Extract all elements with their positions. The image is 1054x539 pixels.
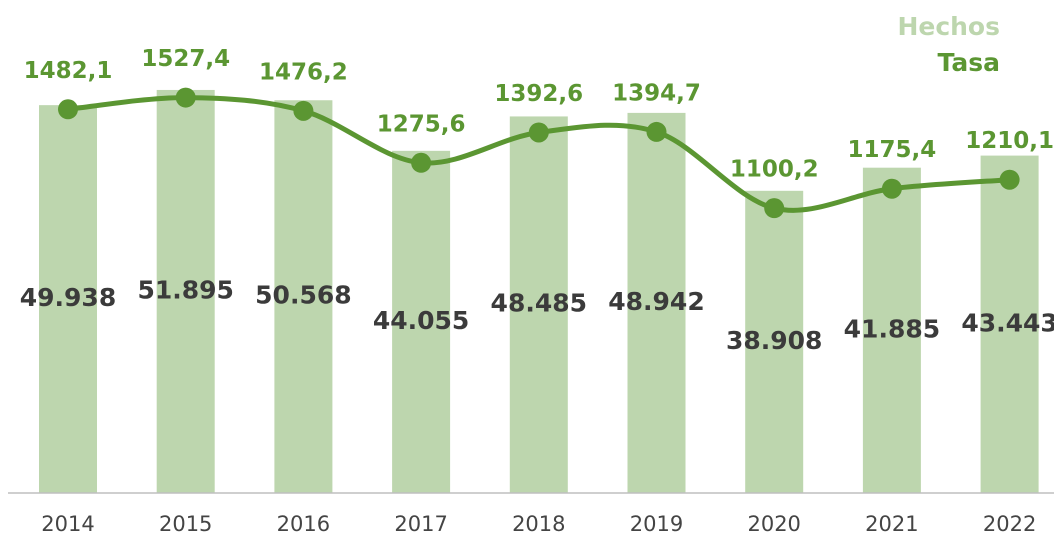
line-label: 1392,6: [494, 81, 583, 107]
bar: [509, 116, 568, 493]
line-label: 1100,2: [730, 157, 819, 183]
line-label: 1527,4: [141, 46, 230, 72]
bar: [274, 100, 333, 494]
x-tick-label: 2018: [512, 512, 565, 536]
bar-label: 49.938: [20, 283, 116, 312]
bar-label: 38.908: [726, 326, 822, 355]
x-tick-label: 2014: [41, 512, 94, 536]
bar-label: 43.443: [961, 308, 1054, 337]
x-tick-label: 2017: [394, 512, 447, 536]
line-point: [293, 100, 314, 121]
x-tick-label: 2019: [630, 512, 683, 536]
bar-label: 48.485: [491, 289, 587, 318]
legend-entry: Tasa: [938, 48, 1000, 77]
bar-label: 44.055: [373, 306, 469, 335]
line-label: 1476,2: [259, 59, 348, 85]
bar-label: 48.942: [608, 287, 704, 316]
x-tick-label: 2021: [865, 512, 918, 536]
x-tick-label: 2022: [983, 512, 1036, 536]
bar-label: 50.568: [255, 281, 351, 310]
bar: [745, 190, 804, 494]
line-label: 1482,1: [24, 58, 113, 84]
bar: [39, 105, 97, 494]
line-point: [881, 178, 902, 199]
bar: [156, 89, 215, 494]
bar: [862, 167, 921, 493]
bar-label: 51.895: [137, 275, 233, 304]
x-tick-label: 2015: [159, 512, 212, 536]
line-point: [175, 87, 196, 108]
line-point: [58, 99, 78, 120]
legend-entry: Hechos: [897, 12, 1000, 41]
line-point: [411, 152, 432, 173]
line-label: 1210,1: [965, 128, 1054, 154]
bar: [627, 112, 686, 494]
bar: [980, 155, 1039, 493]
line-label: 1394,7: [612, 80, 701, 106]
line-label: 1275,6: [377, 111, 466, 137]
bar: [392, 150, 451, 494]
line-point: [999, 169, 1020, 190]
x-tick-label: 2020: [747, 512, 800, 536]
line-label: 1175,4: [848, 137, 937, 163]
bar-label: 41.885: [844, 314, 940, 343]
line-point: [646, 121, 667, 142]
line-point: [764, 198, 785, 219]
line-point: [528, 122, 549, 143]
x-tick-label: 2016: [277, 512, 330, 536]
